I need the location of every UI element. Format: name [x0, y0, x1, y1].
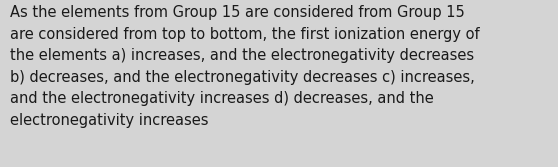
- Text: As the elements from Group 15 are considered from Group 15
are considered from t: As the elements from Group 15 are consid…: [10, 5, 480, 128]
